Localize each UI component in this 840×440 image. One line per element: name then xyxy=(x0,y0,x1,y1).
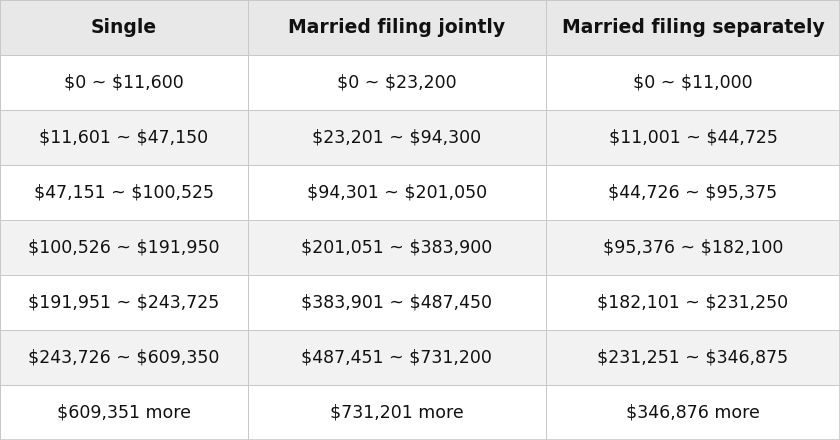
Text: $487,451 ~ $731,200: $487,451 ~ $731,200 xyxy=(302,348,492,367)
Text: $94,301 ~ $201,050: $94,301 ~ $201,050 xyxy=(307,183,487,202)
Text: $201,051 ~ $383,900: $201,051 ~ $383,900 xyxy=(302,238,492,257)
Text: Single: Single xyxy=(91,18,157,37)
Bar xyxy=(546,220,840,275)
Bar xyxy=(546,0,840,55)
Bar xyxy=(0,110,248,165)
Bar xyxy=(248,275,546,330)
Bar xyxy=(0,55,248,110)
Text: $23,201 ~ $94,300: $23,201 ~ $94,300 xyxy=(312,128,481,147)
Text: $95,376 ~ $182,100: $95,376 ~ $182,100 xyxy=(603,238,783,257)
Bar xyxy=(248,330,546,385)
Bar xyxy=(0,385,248,440)
Bar xyxy=(248,385,546,440)
Bar xyxy=(0,330,248,385)
Bar xyxy=(546,330,840,385)
Bar xyxy=(0,220,248,275)
Text: Married filing jointly: Married filing jointly xyxy=(288,18,506,37)
Text: $47,151 ~ $100,525: $47,151 ~ $100,525 xyxy=(34,183,214,202)
Text: $231,251 ~ $346,875: $231,251 ~ $346,875 xyxy=(597,348,789,367)
Text: $383,901 ~ $487,450: $383,901 ~ $487,450 xyxy=(302,293,492,312)
Text: $609,351 more: $609,351 more xyxy=(57,403,191,422)
Bar xyxy=(546,110,840,165)
Bar xyxy=(546,275,840,330)
Bar xyxy=(0,165,248,220)
Bar xyxy=(248,55,546,110)
Bar xyxy=(248,0,546,55)
Bar xyxy=(0,0,248,55)
Text: $182,101 ~ $231,250: $182,101 ~ $231,250 xyxy=(597,293,789,312)
Text: $0 ~ $11,000: $0 ~ $11,000 xyxy=(633,73,753,92)
Text: Married filing separately: Married filing separately xyxy=(562,18,824,37)
Text: $243,726 ~ $609,350: $243,726 ~ $609,350 xyxy=(29,348,219,367)
Text: $731,201 more: $731,201 more xyxy=(330,403,464,422)
Text: $11,001 ~ $44,725: $11,001 ~ $44,725 xyxy=(608,128,778,147)
Bar xyxy=(0,275,248,330)
Bar xyxy=(546,385,840,440)
Bar xyxy=(546,165,840,220)
Text: $0 ~ $11,600: $0 ~ $11,600 xyxy=(64,73,184,92)
Text: $191,951 ~ $243,725: $191,951 ~ $243,725 xyxy=(29,293,219,312)
Text: $100,526 ~ $191,950: $100,526 ~ $191,950 xyxy=(29,238,219,257)
Bar xyxy=(546,55,840,110)
Bar xyxy=(248,220,546,275)
Text: $346,876 more: $346,876 more xyxy=(626,403,760,422)
Text: $11,601 ~ $47,150: $11,601 ~ $47,150 xyxy=(39,128,208,147)
Text: $0 ~ $23,200: $0 ~ $23,200 xyxy=(337,73,457,92)
Text: $44,726 ~ $95,375: $44,726 ~ $95,375 xyxy=(608,183,778,202)
Bar xyxy=(248,110,546,165)
Bar xyxy=(248,165,546,220)
